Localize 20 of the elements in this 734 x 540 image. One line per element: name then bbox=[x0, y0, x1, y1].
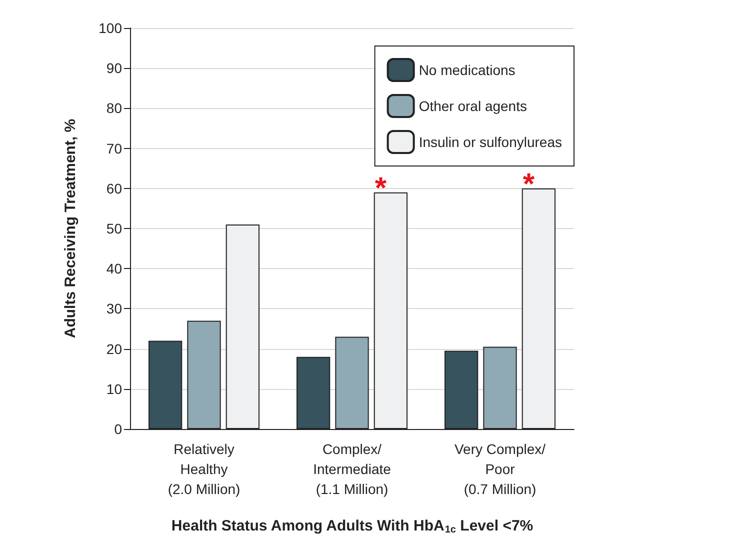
y-tick-label: 40 bbox=[106, 260, 122, 277]
y-tick-label: 100 bbox=[98, 20, 122, 36]
y-tick-label: 80 bbox=[106, 100, 122, 116]
legend-label: No medications bbox=[418, 62, 516, 78]
y-tick-label: 0 bbox=[114, 421, 122, 437]
y-tick-label: 20 bbox=[106, 340, 122, 357]
y-tick-label: 60 bbox=[106, 180, 122, 196]
x-tick-label: Relatively Healthy (2.0 Million) bbox=[168, 441, 240, 497]
y-tick-label: 90 bbox=[106, 60, 122, 76]
y-tick-label: 70 bbox=[106, 140, 122, 156]
legend-label: Other oral agents bbox=[418, 98, 527, 114]
x-tick-label: Very Complex/ Poor (0.7 Million) bbox=[454, 441, 546, 497]
data-label: * bbox=[374, 172, 387, 205]
legend-label: Insulin or sulfonylureas bbox=[418, 134, 562, 150]
x-tick-label: Complex/ Intermediate (1.1 Million) bbox=[313, 441, 392, 497]
data-label: * bbox=[522, 168, 535, 201]
y-axis-title: Adults Receiving Treatment, % bbox=[62, 118, 79, 338]
y-tick-label: 30 bbox=[106, 300, 122, 317]
y-tick-label: 50 bbox=[106, 220, 122, 236]
y-tick-label: 10 bbox=[106, 380, 122, 397]
